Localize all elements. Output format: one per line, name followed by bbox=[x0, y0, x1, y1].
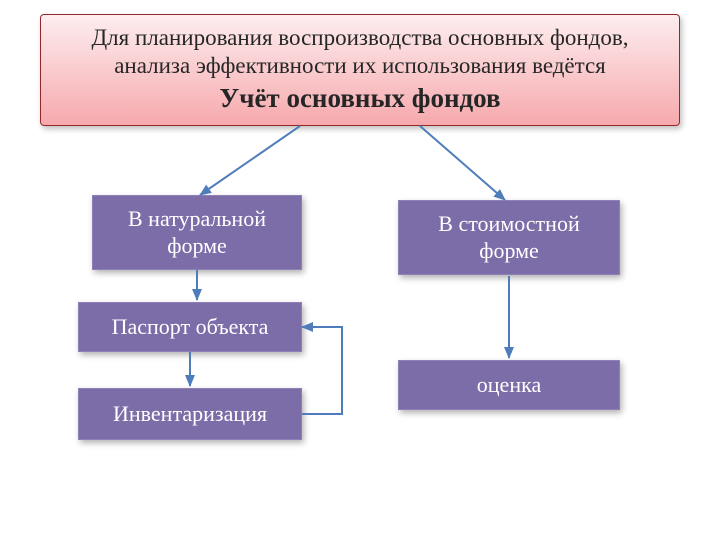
header-text-intro: Для планирования воспроизводства основны… bbox=[51, 24, 669, 82]
edge-arrow bbox=[420, 126, 505, 200]
node-passport-label: Паспорт объекта bbox=[112, 314, 269, 340]
node-inventory-label: Инвентаризация bbox=[113, 401, 267, 427]
node-cost-form: В стоимостной форме bbox=[398, 200, 620, 275]
node-cost-form-label: В стоимостной форме bbox=[407, 211, 611, 264]
header-text-title: Учёт основных фондов bbox=[219, 81, 500, 116]
edge-arrow bbox=[302, 327, 342, 414]
node-valuation: оценка bbox=[398, 360, 620, 410]
diagram-stage: Для планирования воспроизводства основны… bbox=[0, 0, 720, 540]
node-inventory: Инвентаризация bbox=[78, 388, 302, 440]
header-box: Для планирования воспроизводства основны… bbox=[40, 14, 680, 126]
edge-arrow bbox=[200, 126, 300, 195]
node-valuation-label: оценка bbox=[477, 372, 541, 398]
node-natural-form-label: В натуральной форме bbox=[101, 206, 293, 259]
node-natural-form: В натуральной форме bbox=[92, 195, 302, 270]
node-passport: Паспорт объекта bbox=[78, 302, 302, 352]
